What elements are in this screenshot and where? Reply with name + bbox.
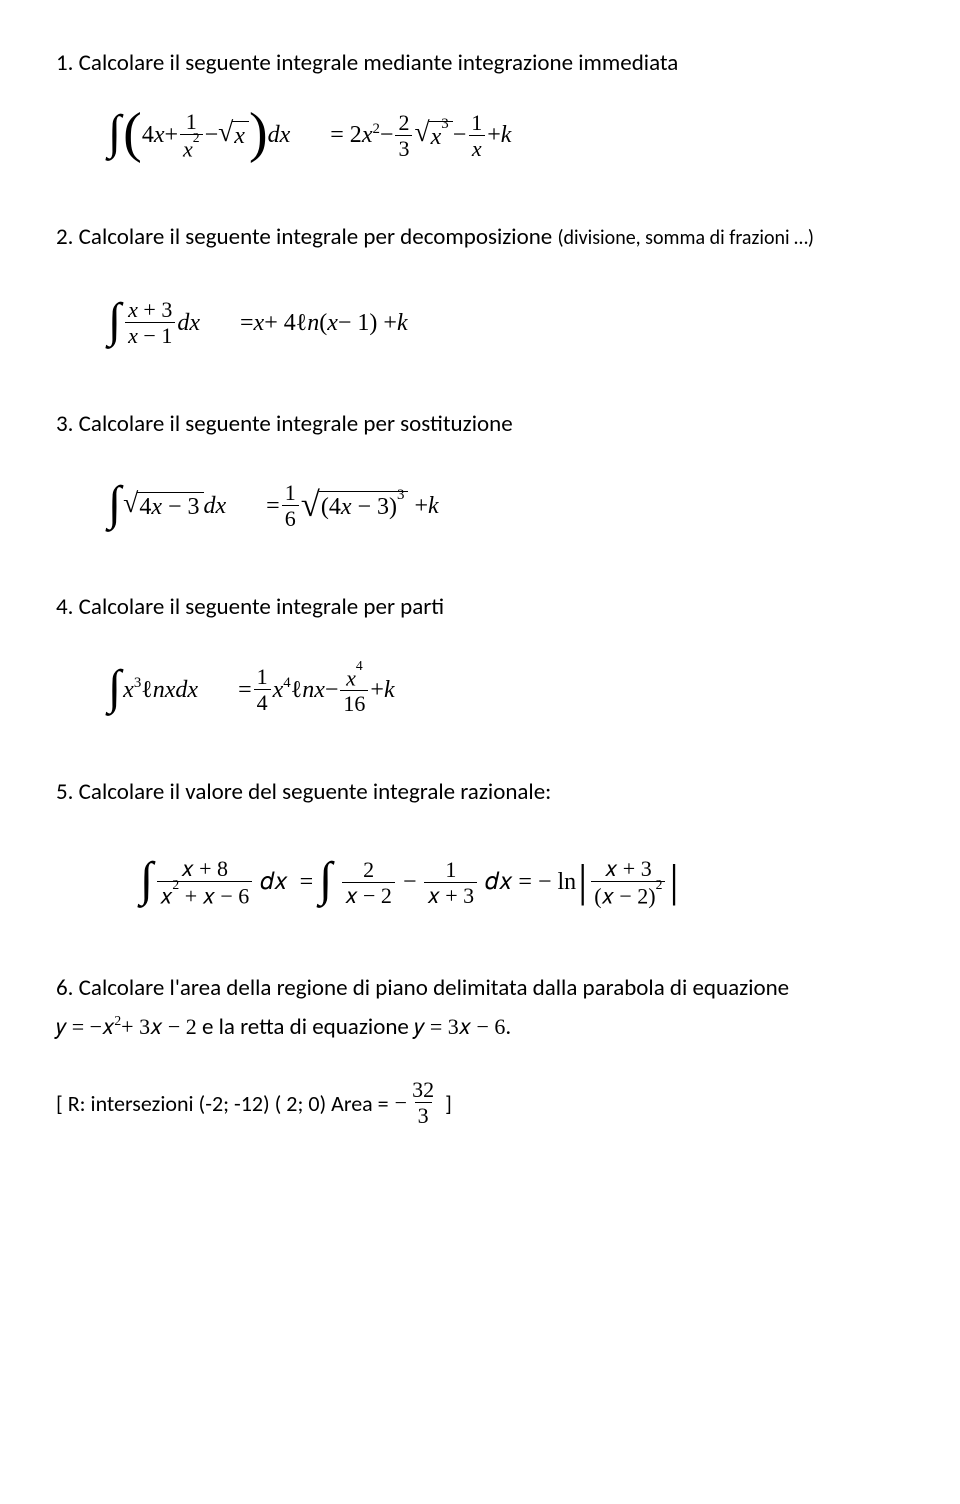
problem-3-prompt: 3. Calcolare il seguente integrale per s… [56,409,904,440]
problem-3: 3. Calcolare il seguente integrale per s… [56,409,904,530]
problem-2-lhs: ∫ x + 3x − 1dx [108,299,200,347]
problem-6-prompt: 6. Calcolare l'area della regione di pia… [56,969,904,1047]
problem-6-prompt-a: 6. Calcolare l'area della regione di pia… [56,974,789,1002]
problem-6-tail: . [505,1013,511,1041]
problem-6-eq1: 𝑦 = −𝑥2 + 3𝑥 − 2 [56,1008,197,1045]
problem-6-answer-open: [ R: intersezioni (-2; -12) ( 2; 0) Area… [56,1090,389,1117]
problem-4-rhs: = 14 x4ℓnx − x416 + k [238,666,395,715]
problem-6-answer-close: ] [445,1090,452,1117]
problem-2-prompt-note: (divisione, somma di frazioni …) [557,226,814,250]
problem-1-lhs: ∫ ( 4x + 1x2 − √x )dx [108,111,290,160]
problem-6-eq2: 𝑦 = 3𝑥 − 6 [414,1008,505,1045]
minus-sign: − [395,1090,407,1116]
problem-2-prompt-text: 2. Calcolare il seguente integrale per d… [56,223,557,251]
problem-1-formula: ∫ ( 4x + 1x2 − √x )dx = 2x2 − 23 √x3 − 1… [56,111,904,160]
answer-num: 32 [409,1079,437,1102]
problem-2-prompt: 2. Calcolare il seguente integrale per d… [56,222,904,253]
problem-6-mid: e la retta di equazione [202,1013,414,1041]
problem-2-formula: ∫ x + 3x − 1dx = x + 4ℓn(x − 1) + k [56,299,904,347]
problem-6: 6. Calcolare l'area della regione di pia… [56,969,904,1127]
problem-6-answer: [ R: intersezioni (-2; -12) ( 2; 0) Area… [56,1079,904,1127]
problem-4-formula: ∫ x3ℓnxdx = 14 x4ℓnx − x416 + k [56,666,904,715]
problem-6-answer-value: − 32 3 [395,1079,439,1127]
problem-4-prompt: 4. Calcolare il seguente integrale per p… [56,592,904,623]
problem-3-rhs: = 16 √(4x − 3)3 + k [266,482,438,530]
problem-2-rhs: = x + 4ℓn(x − 1) + k [240,310,408,337]
problem-5-formula: ∫ 𝑥 + 8𝑥2 + 𝑥 − 6 𝑑𝑥= ∫ 2𝑥 − 2 − 1𝑥 + 3 … [56,858,904,907]
answer-den: 3 [415,1102,432,1127]
problem-1: 1. Calcolare il seguente integrale media… [56,48,904,160]
problem-5-prompt: 5. Calcolare il valore del seguente inte… [56,777,904,808]
problem-3-formula: ∫ √4x − 3dx = 16 √(4x − 3)3 + k [56,482,904,530]
problem-2: 2. Calcolare il seguente integrale per d… [56,222,904,347]
page: 1. Calcolare il seguente integrale media… [0,0,960,1185]
problem-1-prompt: 1. Calcolare il seguente integrale media… [56,48,904,79]
problem-5-expr: ∫ 𝑥 + 8𝑥2 + 𝑥 − 6 𝑑𝑥= ∫ 2𝑥 − 2 − 1𝑥 + 3 … [140,858,681,907]
problem-5: 5. Calcolare il valore del seguente inte… [56,777,904,907]
problem-4: 4. Calcolare il seguente integrale per p… [56,592,904,714]
problem-4-lhs: ∫ x3ℓnxdx [108,676,198,705]
problem-1-rhs: = 2x2 − 23 √x3 − 1x + k [330,112,511,160]
problem-3-lhs: ∫ √4x − 3dx [108,492,226,521]
